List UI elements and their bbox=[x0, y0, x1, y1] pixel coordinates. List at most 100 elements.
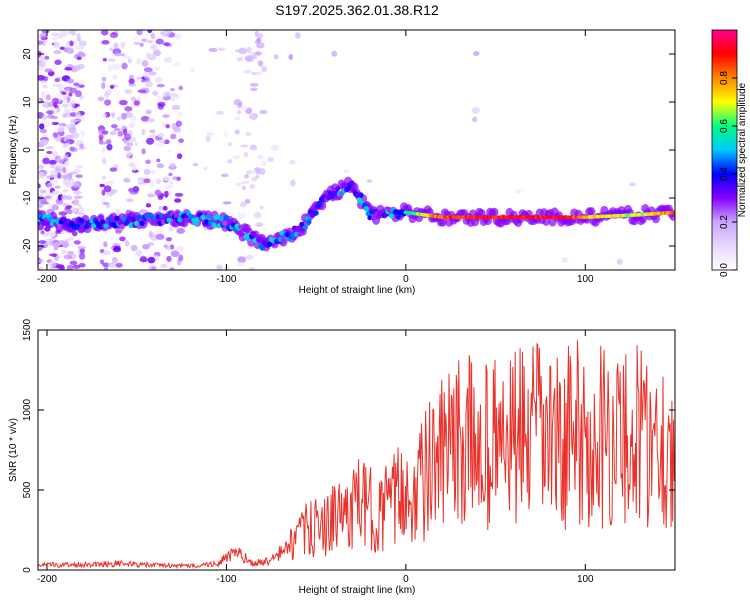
spectrogram-noise-blob bbox=[141, 38, 148, 43]
spectrogram-noise-blob bbox=[145, 137, 155, 145]
spectrogram-trace-core bbox=[148, 213, 154, 219]
spectrogram-noise-blob bbox=[109, 32, 118, 39]
spectrogram-noise-blob bbox=[51, 36, 59, 41]
spectrogram-noise-blob bbox=[62, 113, 67, 118]
spectrogram-noise-blob bbox=[115, 262, 123, 268]
spectrogram-noise-blob bbox=[145, 159, 151, 165]
spectrogram-noise-blob bbox=[244, 174, 249, 179]
spectrogram-noise-blob bbox=[72, 264, 81, 269]
spectrogram-noise-blob bbox=[63, 108, 71, 113]
spectrogram-trace-core bbox=[295, 225, 301, 231]
spectrogram-noise-blob bbox=[38, 240, 47, 244]
spectrogram-noise-blob bbox=[106, 143, 113, 151]
snr-x-axis-label: Height of straight line (km) bbox=[299, 585, 416, 596]
spectrogram-noise-blob bbox=[156, 95, 162, 100]
spectrogram-noise-blob bbox=[52, 151, 59, 158]
spectrogram-noise-blob bbox=[67, 242, 74, 248]
spectrogram-noise-blob bbox=[249, 266, 256, 270]
spectrogram-noise-blob bbox=[192, 163, 199, 167]
snr-panel: -200 -100 0 100 0 500 1000 1500 Height of stra… bbox=[8, 318, 676, 596]
spectrogram-noise-blob bbox=[109, 167, 118, 172]
spectrogram-noise-blob bbox=[47, 230, 56, 238]
spectrogram-noise-blob bbox=[236, 57, 242, 62]
spectrogram-noise-blob bbox=[77, 204, 83, 209]
spectrogram-noise-blob bbox=[172, 176, 178, 181]
spectrogram-noise-blob bbox=[79, 248, 85, 254]
spectrogram-noise-blob bbox=[103, 250, 112, 255]
spectrogram-noise-blob bbox=[38, 171, 46, 179]
spectrogram-noise-blob bbox=[101, 189, 106, 196]
spectrogram-noise-blob bbox=[46, 182, 55, 188]
colorbar-tick-label: 0.4 bbox=[719, 167, 730, 181]
spectrogram-noise-blob bbox=[42, 39, 47, 47]
spectrogram-noise-blob bbox=[105, 180, 115, 185]
spectrogram-noise-blob bbox=[78, 84, 85, 88]
snr-y-ticks: 0 500 1000 1500 bbox=[22, 318, 675, 573]
colorbar-tick-label: 0.8 bbox=[719, 71, 730, 85]
spectrogram-noise-blob bbox=[137, 177, 145, 182]
spectrogram-noise-blob bbox=[43, 100, 49, 108]
spectrogram-noise-blob bbox=[38, 67, 44, 71]
spectrogram-noise-blob bbox=[62, 154, 69, 158]
spectrogram-noise-blob bbox=[117, 130, 124, 137]
spectrogram-noise-blob bbox=[128, 74, 135, 80]
spectrogram-noise-blob bbox=[149, 133, 157, 139]
spectrogram-noise-blob bbox=[273, 54, 279, 60]
spectrogram-noise-blob bbox=[178, 138, 184, 143]
spectrogram-noise-blob bbox=[101, 30, 109, 36]
spectrogram-noise-blob bbox=[163, 56, 173, 63]
spectrogram-noise-blob bbox=[233, 155, 241, 160]
spectrogram-trace-core bbox=[349, 180, 355, 186]
spectrogram-trace-core bbox=[672, 210, 675, 215]
spectrogram-noise-blob bbox=[178, 85, 184, 91]
spectrogram-trace-core bbox=[173, 213, 179, 219]
spectrogram-noise-blob bbox=[53, 246, 59, 251]
spectrogram-noise-blob bbox=[101, 147, 106, 153]
spectrogram-noise-blob bbox=[244, 198, 251, 204]
spectrogram-noise-blob bbox=[101, 157, 107, 165]
spectrogram-noise-blob bbox=[162, 91, 167, 99]
spectrogram-noise-blob bbox=[141, 128, 146, 136]
spectrogram-noise-blob bbox=[150, 32, 156, 40]
spectrogram-noise-blob bbox=[234, 129, 240, 135]
spectrogram-trace-core bbox=[130, 216, 136, 223]
spectrogram-noise-blob bbox=[69, 260, 78, 265]
spectrogram-noise-blob bbox=[243, 69, 252, 74]
spectrogram-noise-blob bbox=[112, 74, 118, 80]
snr-y-axis-label: SNR (10 * v/v) bbox=[8, 418, 19, 482]
spectrogram-noise-blob bbox=[66, 209, 73, 215]
spectrogram-noise-blob bbox=[45, 94, 51, 101]
spectrogram-noise-blob bbox=[132, 185, 140, 193]
spectrogram-noise-blob bbox=[101, 40, 110, 45]
spectrogram-noise-blob bbox=[267, 157, 274, 163]
spectrogram-noise-blob bbox=[127, 58, 133, 64]
spectrogram-noise-blob bbox=[174, 33, 182, 41]
spectrogram-noise-blob bbox=[101, 198, 107, 202]
snr-clip-group bbox=[38, 340, 675, 570]
spectrogram-noise-blob bbox=[178, 254, 184, 262]
spectrogram-trace-core bbox=[256, 237, 262, 243]
colorbar-strip bbox=[712, 30, 737, 270]
spectrogram-noise-blob bbox=[169, 162, 177, 169]
spectrogram-x-axis-label: Height of straight line (km) bbox=[299, 285, 416, 296]
spectrogram-noise-blob bbox=[122, 128, 128, 136]
spectrogram-noise-blob bbox=[205, 135, 211, 143]
spectrogram-noise-blob bbox=[294, 32, 301, 39]
spectrogram-noise-blob bbox=[629, 182, 637, 187]
spectrogram-noise-blob bbox=[126, 154, 131, 159]
spectrogram-noise-blob bbox=[73, 39, 78, 46]
spectrogram-noise-blob bbox=[156, 163, 164, 169]
spectrogram-noise-blob bbox=[62, 166, 67, 174]
spectrogram-noise-blob bbox=[112, 63, 121, 70]
spectrogram-noise-blob bbox=[157, 132, 165, 138]
spectrogram-noise-blob bbox=[251, 176, 258, 182]
spectrogram-trace-core bbox=[135, 214, 142, 220]
spectrogram-noise-blob bbox=[51, 115, 59, 120]
spectrogram-noise-blob bbox=[163, 42, 171, 46]
spectrogram-noise-blob bbox=[75, 164, 83, 169]
spectrogram-trace-core bbox=[317, 200, 323, 206]
spectrogram-noise-blob bbox=[46, 110, 54, 115]
spectrogram-noise-blob bbox=[39, 128, 48, 134]
spectrogram-trace-core bbox=[297, 231, 303, 237]
spectrogram-noise-blob bbox=[149, 180, 154, 188]
